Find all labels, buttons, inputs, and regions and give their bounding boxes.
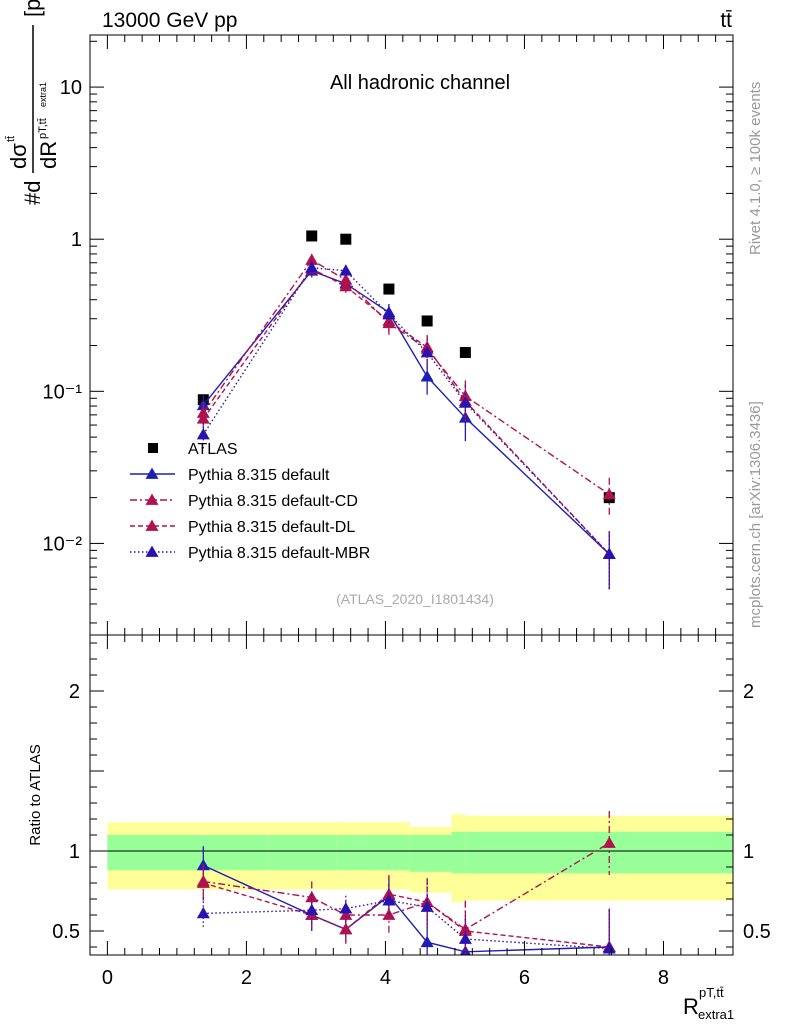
uncertainty-band-inner — [107, 835, 268, 871]
uncertainty-band-inner — [364, 835, 410, 871]
process-label: tt̄ — [720, 9, 732, 32]
main-point-cd — [339, 273, 353, 285]
ratio-y-tick-label-right: 0.5 — [743, 921, 771, 943]
ratio-point-mbr — [458, 932, 472, 944]
main-y-tick-label: 1 — [71, 229, 82, 251]
main-point-mbr — [382, 307, 396, 320]
main-point-mbr — [196, 428, 210, 440]
ratio-point-dl — [196, 876, 210, 888]
main-point-dl — [196, 412, 210, 424]
y-title-unit: [pb] — [20, 0, 45, 17]
x-tick-label: 0 — [102, 967, 113, 989]
ratio-point-dl — [458, 924, 472, 936]
legend-marker-default — [145, 467, 159, 479]
x-axis-title: R pT,tt̄ extra1 — [683, 985, 734, 1022]
data-point-atlas — [306, 230, 318, 242]
uncertainty-band-inner — [336, 835, 365, 871]
main-line-default — [202, 269, 610, 555]
uncertainty-band-inner — [451, 831, 466, 874]
legend-label: ATLAS — [188, 441, 238, 458]
legend-label: Pythia 8.315 default-DL — [188, 519, 355, 536]
main-y-tick-label: 10⁻² — [43, 533, 83, 555]
ratio-point-dl — [339, 922, 353, 935]
ratio-point-mbr — [382, 894, 396, 906]
x-tick-label: 4 — [380, 967, 391, 989]
ratio-y-tick-label-right: 1 — [743, 841, 754, 863]
main-point-cd — [305, 253, 319, 265]
y-title-denominator-sup: pT,tt̄ — [37, 118, 49, 139]
main-point-mbr — [420, 345, 434, 358]
ratio-y-tick-label-right: 2 — [743, 681, 754, 703]
main-line-cd — [202, 259, 610, 495]
rivet-label: Rivet 4.1.0, ≥ 100k events — [747, 82, 764, 255]
main-point-default — [420, 370, 434, 382]
ratio-point-mbr — [420, 900, 434, 912]
ratio-point-cd — [602, 836, 616, 848]
legend-marker-cd — [145, 493, 159, 505]
uncertainty-band-inner — [409, 835, 452, 872]
y-title-denominator: dR — [36, 141, 61, 169]
uncertainty-band-inner — [267, 835, 337, 871]
data-point-atlas — [459, 346, 471, 358]
ratio-y-tick-label: 1 — [69, 841, 80, 863]
analysis-id: (ATLAS_2020_I1801434) — [336, 591, 494, 607]
ratio-point-cd — [305, 890, 319, 903]
main-point-mbr — [458, 396, 472, 408]
main-line-mbr — [202, 266, 610, 555]
mcplots-label: mcplots.cern.ch [arXiv:1306.3436] — [747, 401, 764, 628]
ratio-point-mbr — [196, 906, 210, 919]
legend-label: Pythia 8.315 default-MBR — [188, 545, 370, 562]
ratio-panel-content — [90, 811, 733, 955]
y-title-numerator-sup: tt̄ — [5, 136, 17, 142]
main-point-mbr — [305, 261, 319, 273]
main-y-tick-label: 10⁻¹ — [43, 381, 83, 403]
legend-label: Pythia 8.315 default-CD — [188, 493, 358, 510]
legend-marker-atlas — [148, 443, 158, 453]
main-y-axis-title: #d dσ tt̄ dR pT,tt̄ extra1 [pb] — [5, 0, 61, 205]
legend-marker-dl — [145, 519, 159, 531]
ratio-point-default — [420, 935, 434, 948]
legend-label: Pythia 8.315 default — [188, 467, 330, 484]
ratio-panel-frame — [89, 634, 734, 956]
x-title-sub: extra1 — [698, 1007, 734, 1022]
ratio-y-tick-label: 2 — [69, 681, 80, 703]
ratio-line-mbr — [203, 899, 610, 950]
x-title-sup: pT,tt̄ — [699, 985, 724, 1000]
ratio-point-cd — [339, 908, 353, 920]
main-point-dl — [382, 314, 396, 326]
ratio-point-mbr — [339, 902, 353, 914]
data-point-atlas — [383, 283, 395, 295]
ratio-y-axis-title: Ratio to ATLAS — [27, 744, 44, 845]
x-tick-label: 8 — [658, 967, 669, 989]
main-point-mbr — [339, 264, 353, 276]
main-panel-title: All hadronic channel — [330, 72, 510, 94]
main-y-tick-label: 10 — [60, 77, 82, 99]
main-panel-frame — [89, 34, 734, 636]
main-panel-content — [196, 230, 616, 590]
ratio-series-group — [196, 811, 616, 955]
main-point-dl — [339, 279, 353, 292]
y-title-numerator: dσ — [6, 143, 31, 169]
ratio-point-cd — [382, 908, 396, 920]
data-point-atlas — [421, 315, 433, 327]
uncertainty-band-inner — [465, 831, 733, 874]
energy-label: 13000 GeV pp — [102, 9, 237, 32]
y-title-denominator-sub: extra1 — [38, 82, 48, 107]
main-point-mbr — [602, 547, 616, 560]
ratio-point-mbr — [602, 942, 616, 954]
data-point-atlas — [340, 233, 352, 245]
legend: ATLAS Pythia 8.315 default Pythia 8.315 de… — [130, 441, 370, 562]
main-point-cd — [602, 487, 616, 500]
legend-marker-mbr — [145, 545, 159, 557]
ratio-y-tick-label: 0.5 — [52, 921, 80, 943]
x-tick-label: 2 — [241, 967, 252, 989]
y-title-hash-d: #d — [20, 181, 45, 205]
ratio-point-mbr — [305, 903, 319, 916]
x-title-main: R — [683, 994, 699, 1019]
x-tick-label: 6 — [519, 967, 530, 989]
main-line-dl — [202, 267, 610, 555]
